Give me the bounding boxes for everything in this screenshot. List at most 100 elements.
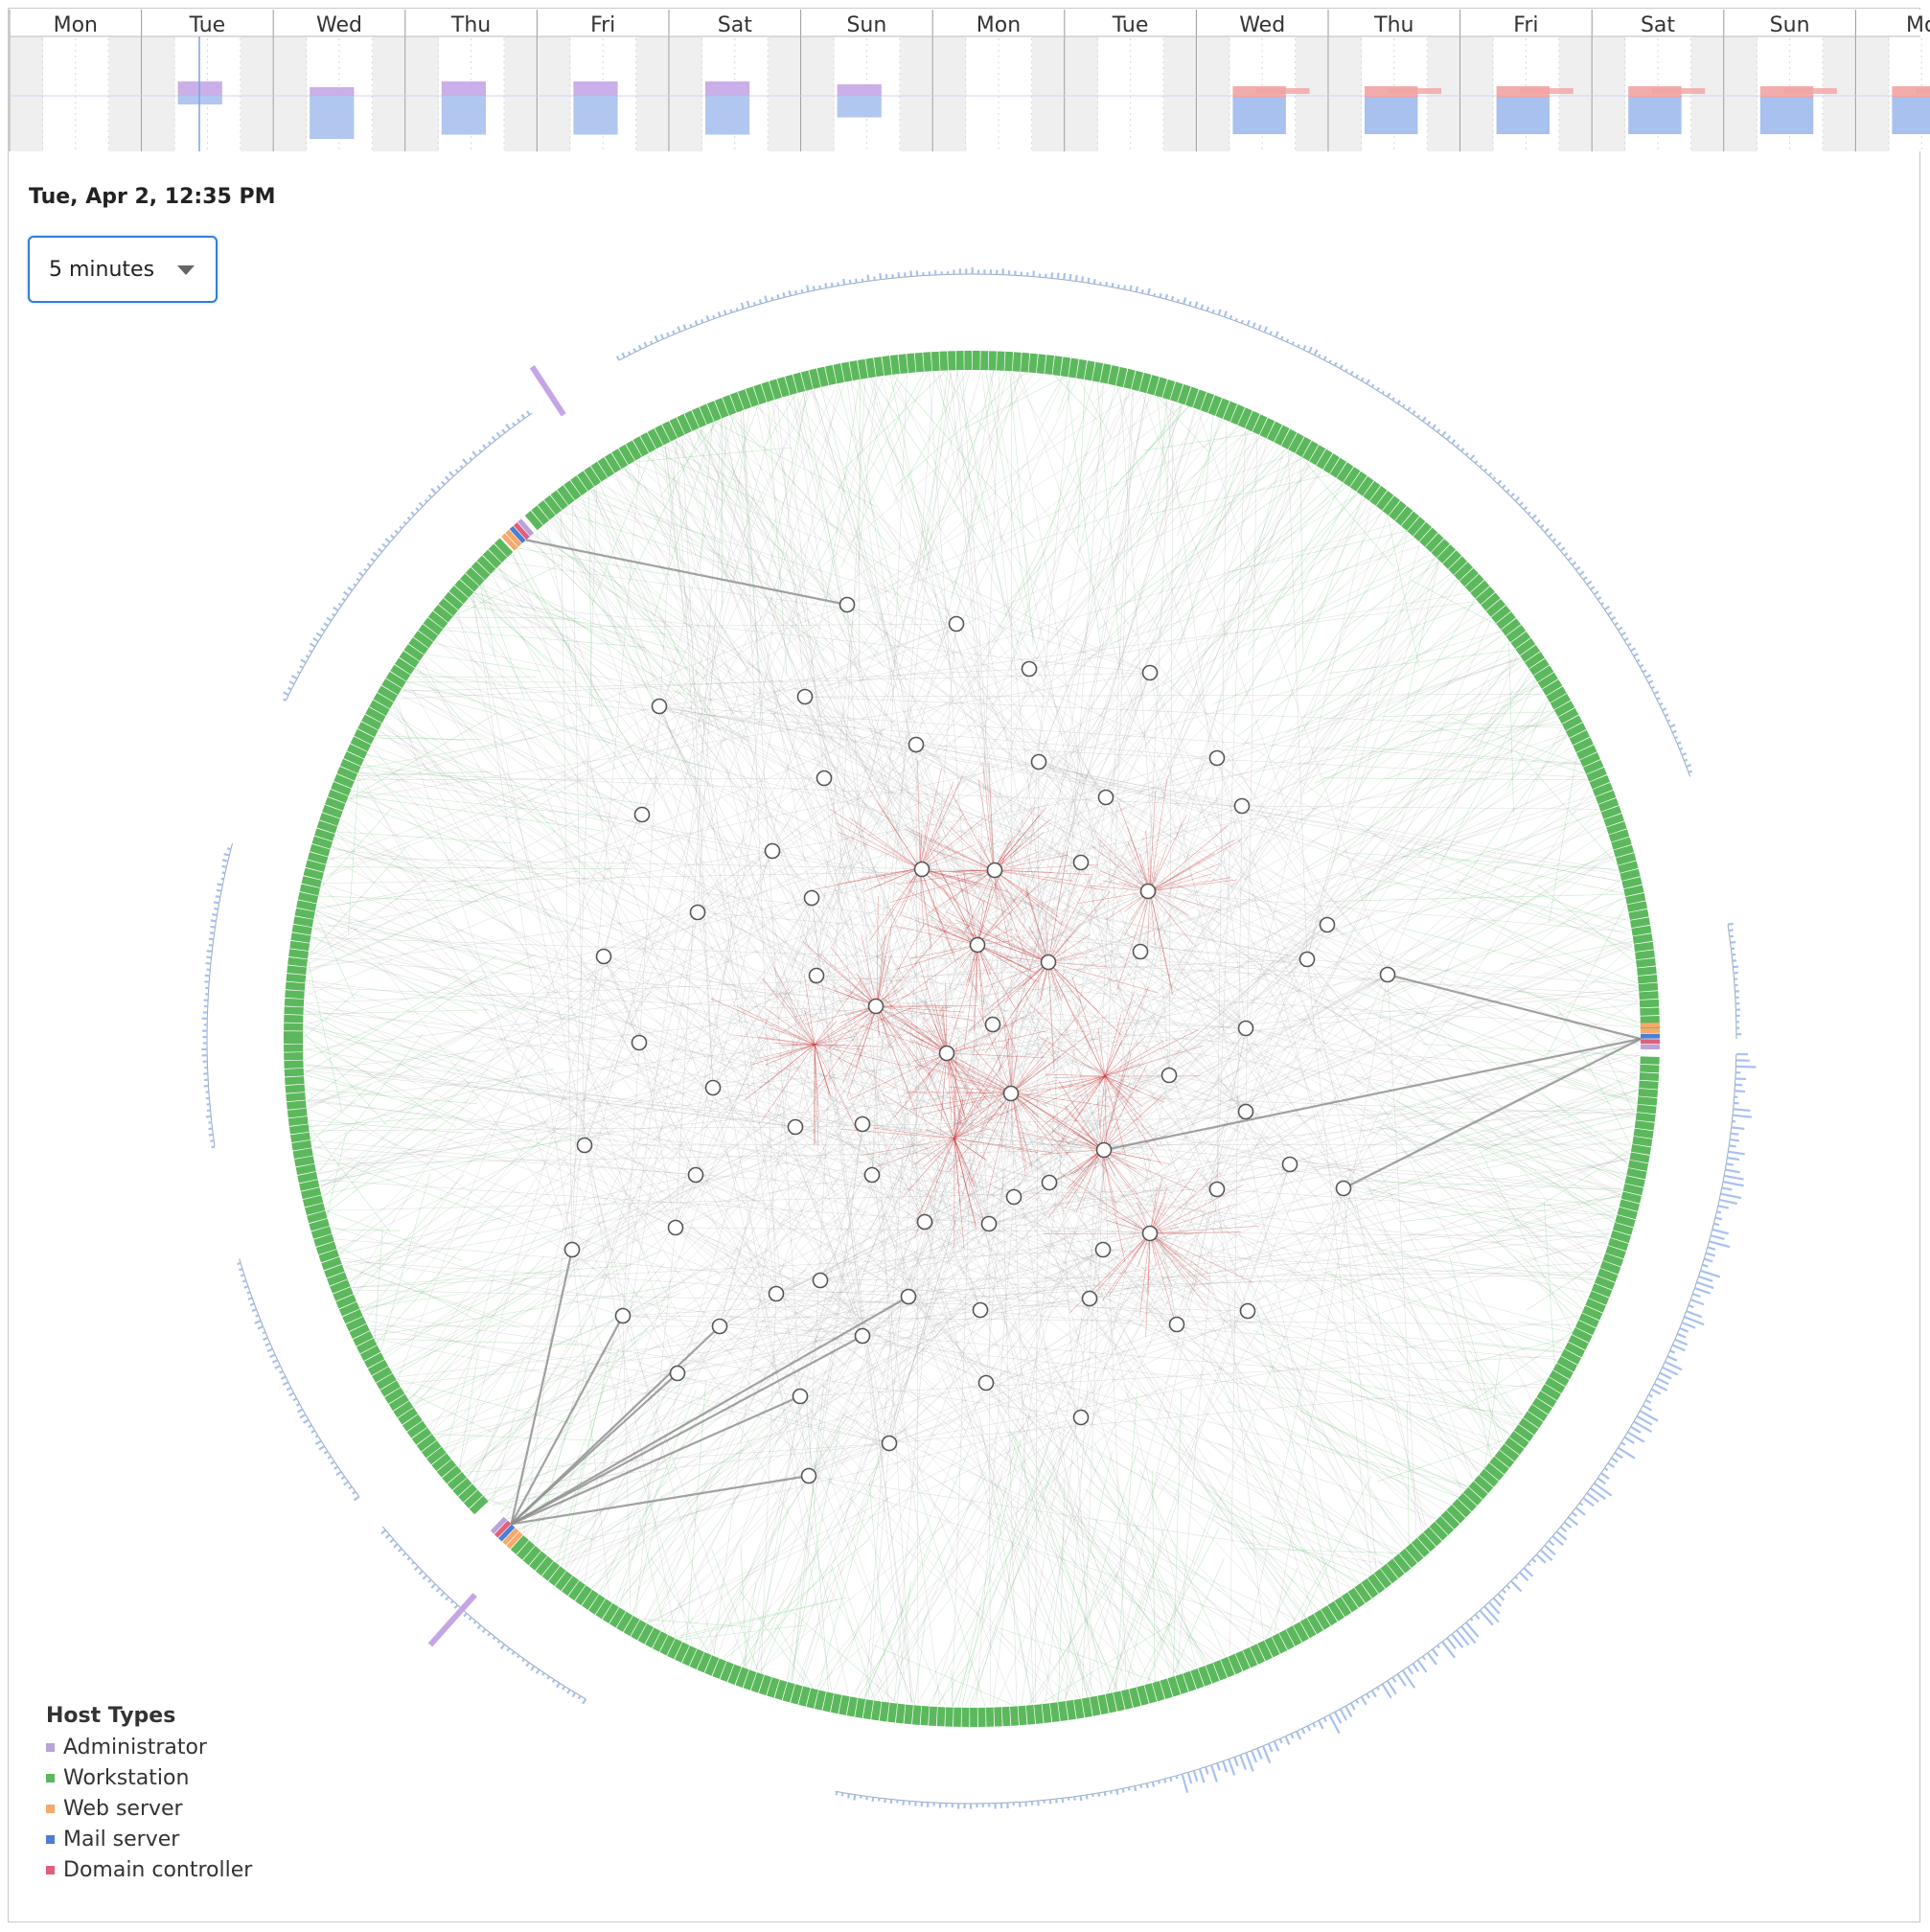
host-node[interactable] <box>1237 1103 1254 1120</box>
server-host[interactable] <box>490 1516 508 1534</box>
host-node[interactable] <box>1139 883 1157 900</box>
host-node[interactable] <box>972 1301 989 1319</box>
timeline-day[interactable]: Mon <box>931 10 1065 151</box>
host-node[interactable] <box>1141 664 1159 681</box>
host-nodes[interactable] <box>563 596 1396 1484</box>
host-node[interactable] <box>1041 1174 1058 1191</box>
host-node[interactable] <box>1040 954 1057 971</box>
server-host[interactable] <box>505 529 522 547</box>
server-clusters[interactable] <box>490 518 1661 1550</box>
host-node[interactable] <box>1141 1225 1159 1242</box>
host-node[interactable] <box>986 862 1003 879</box>
host-node[interactable] <box>948 615 965 632</box>
host-node[interactable] <box>1237 1020 1254 1037</box>
host-node[interactable] <box>792 1388 809 1405</box>
host-node[interactable] <box>1097 789 1114 806</box>
host-node[interactable] <box>1298 951 1316 968</box>
host-node[interactable] <box>800 1467 817 1484</box>
host-node[interactable] <box>900 1288 917 1305</box>
host-node[interactable] <box>1168 1316 1185 1333</box>
host-node[interactable] <box>576 1137 593 1154</box>
timeline-day[interactable]: Sun <box>1723 10 1856 151</box>
host-node[interactable] <box>854 1116 871 1133</box>
host-node[interactable] <box>863 1166 881 1184</box>
server-host[interactable] <box>513 522 530 540</box>
host-node[interactable] <box>1081 1290 1098 1307</box>
host-node[interactable] <box>1233 797 1251 815</box>
timeline-day[interactable]: Wed <box>272 10 405 151</box>
host-node[interactable] <box>1095 1141 1113 1159</box>
host-node[interactable] <box>787 1118 804 1136</box>
server-host[interactable] <box>517 518 535 537</box>
host-node[interactable] <box>1072 854 1090 871</box>
host-node[interactable] <box>984 1016 1001 1033</box>
host-node[interactable] <box>812 1272 829 1289</box>
workstation-ring[interactable] <box>284 351 1660 1727</box>
host-node[interactable] <box>1030 753 1047 770</box>
host-node[interactable] <box>867 998 885 1015</box>
server-host[interactable] <box>502 1528 519 1546</box>
timeline-day[interactable]: Thu <box>1327 10 1460 151</box>
timeline-day[interactable]: Mon <box>9 10 142 151</box>
host-node[interactable] <box>689 904 706 921</box>
timeline-day[interactable]: Fri <box>536 10 669 151</box>
timeline-day[interactable]: Fri <box>1459 10 1593 151</box>
timeline-day[interactable]: Tue <box>141 10 274 151</box>
host-node[interactable] <box>908 736 925 753</box>
timeline-day[interactable]: Mo <box>1854 10 1930 151</box>
traffic-histogram-ring <box>201 267 1757 1809</box>
host-node[interactable] <box>938 1045 955 1062</box>
server-host[interactable] <box>498 1524 516 1542</box>
host-node[interactable] <box>1072 1409 1090 1426</box>
host-node[interactable] <box>796 688 814 705</box>
host-node[interactable] <box>1021 660 1038 678</box>
host-node[interactable] <box>687 1166 704 1184</box>
host-node[interactable] <box>816 770 833 787</box>
host-node[interactable] <box>1379 966 1396 983</box>
host-node[interactable] <box>1208 749 1226 767</box>
host-node[interactable] <box>1160 1067 1178 1084</box>
host-node[interactable] <box>881 1435 898 1452</box>
timeline-strip[interactable]: Mon Tue Wed Thu Fri Sat Sun Mon Tue Wed Thu Fri Sat S… <box>9 10 1930 151</box>
server-host[interactable] <box>506 1531 523 1550</box>
host-node[interactable] <box>764 842 781 860</box>
host-node[interactable] <box>614 1307 632 1324</box>
timeline-day[interactable]: Sun <box>800 10 933 151</box>
timeline-day[interactable]: Sat <box>1591 10 1724 151</box>
host-node[interactable] <box>854 1327 871 1345</box>
host-node[interactable] <box>704 1079 722 1096</box>
host-node[interactable] <box>667 1219 684 1236</box>
host-node[interactable] <box>1281 1156 1298 1173</box>
interval-dropdown[interactable]: 5 minutes <box>28 236 218 303</box>
host-node[interactable] <box>1132 943 1149 960</box>
host-node[interactable] <box>916 1213 933 1230</box>
host-node[interactable] <box>1239 1302 1256 1320</box>
host-node[interactable] <box>1319 916 1336 933</box>
host-node[interactable] <box>1208 1181 1226 1198</box>
host-node[interactable] <box>803 889 820 907</box>
host-node[interactable] <box>651 698 668 715</box>
host-node[interactable] <box>595 948 612 965</box>
host-node[interactable] <box>839 596 856 613</box>
host-node[interactable] <box>711 1318 728 1335</box>
host-node[interactable] <box>669 1365 686 1382</box>
host-node[interactable] <box>1002 1085 1020 1102</box>
server-host[interactable] <box>501 533 518 551</box>
host-node[interactable] <box>980 1215 998 1232</box>
host-node[interactable] <box>969 936 986 954</box>
host-node[interactable] <box>563 1241 581 1258</box>
host-node[interactable] <box>633 806 651 823</box>
host-node[interactable] <box>1094 1241 1112 1258</box>
timeline-day[interactable]: Wed <box>1195 10 1328 151</box>
server-host[interactable] <box>509 525 526 544</box>
host-node[interactable] <box>768 1285 785 1302</box>
host-node[interactable] <box>808 967 825 984</box>
server-host[interactable] <box>494 1520 512 1538</box>
timeline-day-label: Sun <box>846 13 886 37</box>
host-node[interactable] <box>1005 1188 1022 1206</box>
host-node[interactable] <box>1335 1180 1352 1197</box>
timeline-day[interactable]: Tue <box>1064 10 1197 151</box>
host-node[interactable] <box>631 1034 648 1051</box>
host-node[interactable] <box>977 1374 995 1392</box>
host-node[interactable] <box>913 861 931 878</box>
